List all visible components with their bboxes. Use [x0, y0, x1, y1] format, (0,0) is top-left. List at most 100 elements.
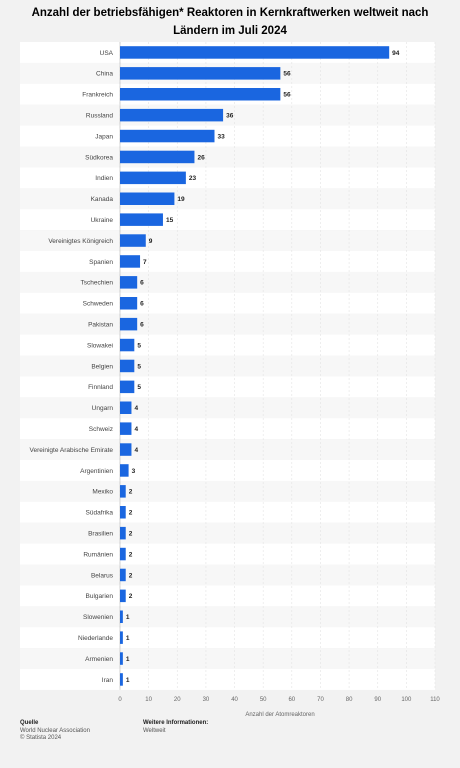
value-label: 4: [134, 426, 138, 433]
value-label: 1: [126, 614, 130, 621]
category-label: Kanada: [91, 196, 114, 203]
category-label: Russland: [86, 112, 113, 119]
category-label: Rumänien: [83, 551, 113, 558]
bar: [120, 213, 163, 226]
info-heading: Weitere Informationen:: [143, 720, 209, 726]
category-label: Südafrika: [86, 510, 114, 517]
category-label: Finnland: [88, 384, 113, 391]
value-label: 7: [143, 259, 147, 266]
x-axis-label: Anzahl der Atomreaktoren: [245, 712, 314, 718]
category-label: Schweiz: [89, 426, 113, 433]
x-tick-label: 100: [401, 697, 412, 703]
value-label: 2: [129, 510, 133, 517]
bar: [120, 129, 215, 143]
value-label: 1: [126, 635, 130, 642]
row-band: [20, 627, 435, 649]
row-band: [20, 376, 435, 398]
row-band: [20, 334, 435, 356]
value-label: 36: [226, 112, 234, 119]
bar: [120, 338, 135, 352]
value-label: 6: [140, 280, 144, 287]
bar: [120, 359, 135, 373]
value-label: 2: [129, 530, 133, 537]
source-line: © Statista 2024: [20, 735, 62, 741]
category-label: Slowenien: [83, 614, 113, 621]
bar: [120, 380, 135, 394]
row-band: [20, 669, 435, 690]
bar: [120, 150, 195, 164]
x-tick-label: 20: [174, 697, 181, 703]
bar: [120, 317, 138, 331]
info-line: Weltweit: [143, 727, 166, 734]
category-label: Schweden: [83, 301, 114, 308]
row-band: [20, 209, 435, 231]
bar: [120, 171, 186, 185]
value-label: 94: [392, 50, 400, 57]
value-label: 1: [126, 656, 130, 663]
category-label: Pakistan: [88, 321, 113, 328]
category-label: Belarus: [91, 572, 114, 579]
row-band: [20, 648, 435, 669]
bar: [120, 526, 126, 540]
category-labels: USA China Frankreich Russland Japan Südkorea I…: [30, 50, 114, 684]
category-label: Frankreich: [82, 92, 113, 99]
value-label: 1: [126, 677, 130, 684]
value-label: 5: [137, 363, 141, 370]
value-label: 2: [129, 572, 133, 579]
value-label: 19: [177, 196, 185, 203]
value-label: 4: [134, 447, 138, 454]
category-label: Spanien: [89, 259, 113, 266]
value-label: 5: [137, 342, 141, 349]
row-band: [20, 606, 435, 628]
category-label: Slowakei: [87, 342, 113, 349]
x-tick-label: 10: [145, 697, 152, 703]
bar: [120, 610, 123, 623]
x-tick-label: 30: [203, 697, 210, 703]
bar: [120, 631, 123, 644]
row-band: [20, 543, 435, 565]
bar: [120, 276, 138, 289]
value-label: 56: [283, 92, 291, 99]
bar: [120, 67, 281, 80]
value-label: 6: [140, 301, 144, 308]
row-band: [20, 501, 435, 523]
value-label: 15: [166, 217, 174, 224]
value-label: 33: [218, 133, 226, 140]
category-label: Tschechien: [80, 280, 113, 287]
x-tick-labels: 0 10 20 30 40 50 60 70 80 90 100 110: [118, 697, 440, 703]
value-label: 3: [132, 468, 136, 475]
category-label: Vereinigtes Königreich: [48, 238, 113, 245]
x-tick-label: 110: [430, 697, 440, 703]
bar: [120, 234, 146, 247]
value-label: 2: [129, 551, 133, 558]
bar: [120, 297, 138, 310]
row-band: [20, 397, 435, 419]
row-band: [20, 522, 435, 544]
category-label: Vereinigte Arabische Emirate: [30, 447, 114, 454]
info-block: Weitere Informationen: Weltweit: [143, 720, 208, 735]
category-label: Ukraine: [91, 217, 114, 224]
source-block: Quelle World Nuclear Association © Stati…: [20, 720, 90, 743]
value-label: 6: [140, 321, 144, 328]
category-label: Ungarn: [92, 405, 114, 412]
value-label: 26: [197, 154, 205, 161]
category-label: Iran: [102, 677, 114, 684]
bar: [120, 443, 132, 456]
bar: [120, 464, 129, 477]
category-label: Mexiko: [92, 489, 113, 496]
value-label: 9: [149, 238, 153, 245]
x-tick-label: 90: [374, 697, 381, 703]
bar: [120, 652, 123, 665]
row-bands: [20, 42, 435, 690]
row-band: [20, 146, 435, 168]
bar: [120, 547, 126, 561]
category-label: Niederlande: [78, 635, 113, 642]
bar: [120, 46, 390, 59]
bar: [120, 506, 126, 519]
row-band: [20, 480, 435, 502]
category-label: China: [96, 71, 113, 78]
row-band: [20, 125, 435, 147]
value-label: 5: [137, 384, 141, 391]
row-band: [20, 188, 435, 210]
